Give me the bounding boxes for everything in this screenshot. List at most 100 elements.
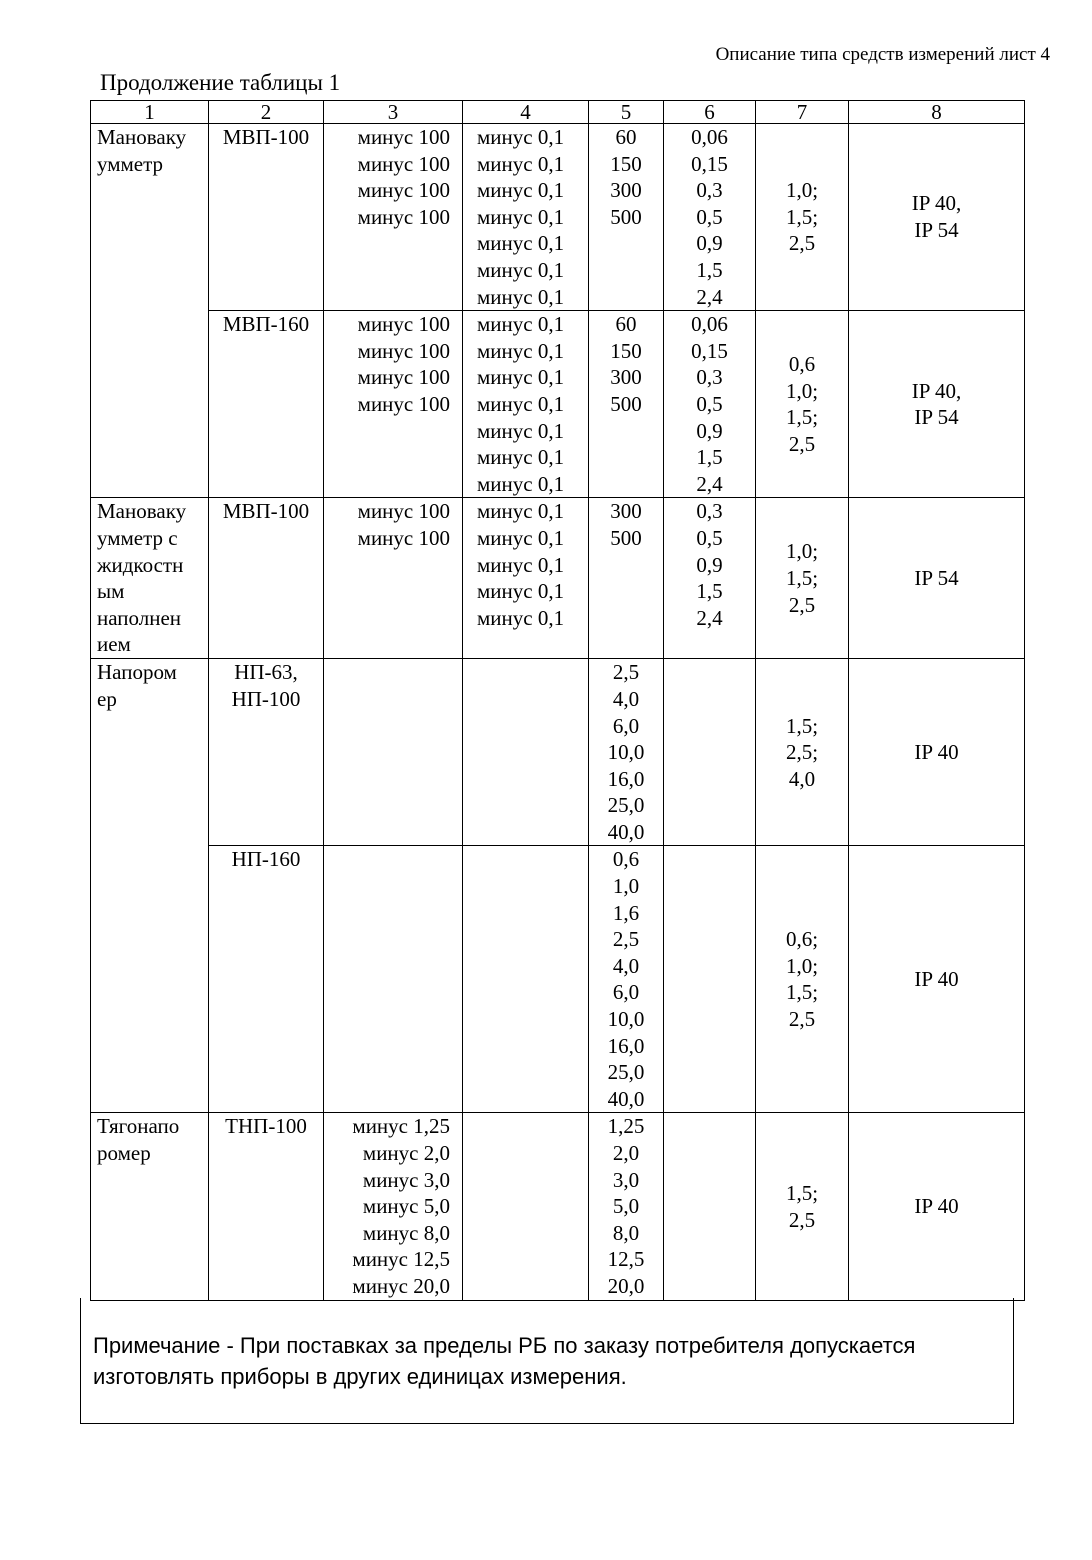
cell-line: минус 0,1 bbox=[477, 552, 565, 577]
cell-line: 8,0 bbox=[612, 1220, 640, 1245]
table-row: Мановаку умметр МВП-100 минус 100 минус 100 м… bbox=[90, 122, 1025, 499]
cell-col-7: 0,6; 1,0; 1,5; 2,5 bbox=[755, 845, 849, 1114]
cell-col-3: минус 100 минус 100 минус 100 минус 100 bbox=[323, 310, 463, 499]
cell-line: 0,06 bbox=[691, 125, 728, 149]
cell-line: 60 bbox=[615, 312, 637, 337]
cell-col-2: МВП-100 bbox=[208, 122, 324, 312]
cell-col-5: 300 500 bbox=[588, 497, 664, 660]
cell-line: 300 bbox=[610, 365, 642, 390]
cell-line: ромер bbox=[97, 1141, 151, 1166]
cell-line: 0,9 bbox=[696, 231, 723, 256]
cell-line: минус 0,1 bbox=[477, 284, 565, 309]
cell-line: 1,5; bbox=[785, 980, 819, 1005]
cell-line: 10,0 bbox=[607, 1007, 645, 1032]
cell-line: минус 0,1 bbox=[477, 257, 565, 282]
cell-line: 1,0; bbox=[785, 378, 819, 403]
cell-line: минус 0,1 bbox=[477, 204, 565, 229]
cell-col-4: минус 0,1 минус 0,1 минус 0,1 минус 0,1 мину… bbox=[462, 310, 589, 499]
cell-line: 1,0; bbox=[785, 178, 819, 203]
cell-line: 12,5 bbox=[607, 1247, 645, 1272]
cell-line: IP 54 bbox=[914, 218, 959, 243]
cell-line: 1,5; bbox=[785, 204, 819, 229]
cell-line: 16,0 bbox=[607, 766, 645, 791]
cell-line: НП-63, bbox=[234, 660, 298, 685]
cell-col-6 bbox=[663, 845, 756, 1114]
cell-col-6: 0,3 0,5 0,9 1,5 2,4 bbox=[663, 497, 756, 660]
cell-line: минус 12,5 bbox=[352, 1247, 450, 1272]
cell-col-8: IP 40 bbox=[848, 658, 1025, 847]
cell-col-5: 0,6 1,0 1,6 2,5 4,0 6,0 10,0 16,0 25,0 40,0 bbox=[588, 845, 664, 1114]
cell-line: 1,5 bbox=[696, 257, 723, 282]
cell-line: минус 0,1 bbox=[477, 605, 565, 630]
cell-line: 1,5 bbox=[696, 445, 723, 470]
cell-line: 300 bbox=[610, 499, 642, 524]
cell-line: жидкостн bbox=[97, 552, 184, 577]
cell-col-4 bbox=[462, 1112, 589, 1301]
cell-line: 0,3 bbox=[696, 178, 723, 203]
cell-line: 0,5 bbox=[696, 391, 723, 416]
cell-line: минус 2,0 bbox=[362, 1141, 450, 1166]
cell-col-1: Мановаку умметр bbox=[90, 122, 209, 499]
cell-line: 1,0; bbox=[785, 953, 819, 978]
cell-col-8: IP 40, IP 54 bbox=[848, 122, 1025, 312]
cell-line: минус 100 bbox=[357, 178, 450, 203]
cell-col-3 bbox=[323, 658, 463, 847]
column-header-7: 7 bbox=[755, 100, 849, 124]
cell-col-1: Мановаку умметр с жидкостн ым наполнен ием bbox=[90, 497, 209, 660]
cell-line: 150 bbox=[610, 338, 642, 363]
cell-col-2: ТНП-100 bbox=[208, 1112, 324, 1301]
cell-line: IP 40 bbox=[914, 1194, 959, 1219]
cell-line: 2,4 bbox=[696, 605, 723, 630]
cell-line: 1,6 bbox=[612, 900, 640, 925]
cell-col-7: 1,0; 1,5; 2,5 bbox=[755, 122, 849, 312]
cell-line: 2,5 bbox=[788, 431, 816, 456]
column-header-3: 3 bbox=[323, 100, 463, 124]
cell-line: МВП-100 bbox=[222, 499, 310, 524]
cell-line: 0,6; bbox=[785, 927, 819, 952]
cell-line: 2,5 bbox=[788, 1207, 816, 1232]
cell-col-7: 0,6 1,0; 1,5; 2,5 bbox=[755, 310, 849, 499]
cell-line: минус 100 bbox=[357, 391, 450, 416]
table-row: НП-160 0,6 1,0 1,6 2,5 4,0 6,0 10,0 16,0 25,0 40,0… bbox=[91, 845, 1025, 1114]
cell-col-7: 1,0; 1,5; 2,5 bbox=[755, 497, 849, 660]
cell-col-2: МВП-100 bbox=[208, 497, 324, 660]
cell-line: 1,5; bbox=[785, 405, 819, 430]
cell-col-8: IP 40, IP 54 bbox=[848, 310, 1025, 499]
cell-line: минус 0,1 bbox=[477, 178, 565, 203]
cell-line: минус 8,0 bbox=[362, 1220, 450, 1245]
column-header-8: 8 bbox=[848, 100, 1025, 124]
cell-col-5: 2,5 4,0 6,0 10,0 16,0 25,0 40,0 bbox=[588, 658, 664, 847]
cell-col-2: НП-63, НП-100 bbox=[208, 658, 324, 847]
cell-line: 40,0 bbox=[607, 819, 645, 844]
cell-line: минус 20,0 bbox=[352, 1274, 450, 1299]
cell-col-3: минус 1,25 минус 2,0 минус 3,0 минус 5,0 мин… bbox=[323, 1112, 463, 1301]
cell-line: 0,9 bbox=[696, 418, 723, 443]
column-header-6: 6 bbox=[663, 100, 756, 124]
cell-line: НП-160 bbox=[231, 847, 301, 872]
cell-line: 2,0 bbox=[612, 1141, 640, 1166]
cell-line: минус 100 bbox=[357, 125, 450, 149]
cell-line: минус 100 bbox=[357, 365, 450, 390]
cell-line: 0,6 bbox=[788, 352, 816, 377]
cell-line: 2,4 bbox=[696, 471, 723, 496]
cell-line: минус 100 bbox=[357, 204, 450, 229]
column-header-4: 4 bbox=[462, 100, 589, 124]
cell-line: 1,5; bbox=[785, 1180, 819, 1205]
cell-line: умметр bbox=[97, 151, 164, 176]
cell-line: минус 3,0 bbox=[362, 1167, 450, 1192]
cell-line: минус 0,1 bbox=[477, 499, 565, 524]
cell-line: 3,0 bbox=[612, 1167, 640, 1192]
cell-line: минус 100 bbox=[357, 499, 450, 524]
cell-line: 0,06 bbox=[691, 312, 728, 337]
cell-line: IP 54 bbox=[914, 566, 959, 591]
cell-col-6 bbox=[663, 658, 756, 847]
cell-line: 5,0 bbox=[612, 1194, 640, 1219]
cell-line: МВП-100 bbox=[222, 125, 310, 149]
cell-col-3: минус 100 минус 100 минус 100 минус 100 bbox=[323, 122, 463, 312]
table-row: МВП-160 минус 100 минус 100 минус 100 минус … bbox=[91, 310, 1025, 499]
cell-line: минус 0,1 bbox=[477, 445, 565, 470]
cell-line: 4,0 bbox=[612, 953, 640, 978]
cell-line: минус 0,1 bbox=[477, 365, 565, 390]
